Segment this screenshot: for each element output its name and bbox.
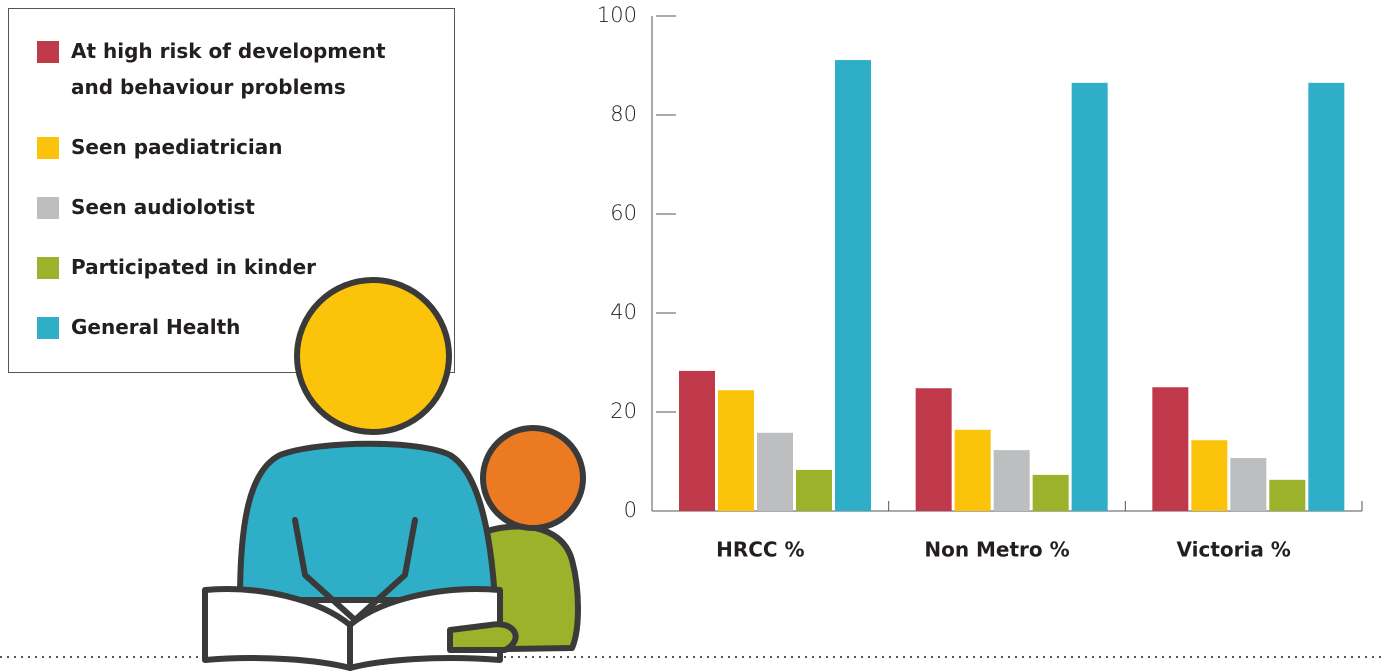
legend-swatch <box>37 41 59 63</box>
legend-label: At high risk of development and behaviou… <box>71 39 386 99</box>
bar <box>993 450 1030 511</box>
x-tick-label: HRCC % <box>716 538 805 562</box>
legend-item: At high risk of development and behaviou… <box>37 39 431 105</box>
legend-item: Seen audiolotist <box>37 195 431 225</box>
legend-swatch <box>37 197 59 219</box>
bar <box>796 469 832 511</box>
bar <box>1191 440 1228 511</box>
y-tick-label: 80 <box>610 102 637 126</box>
bar <box>1152 387 1189 511</box>
bar <box>1230 458 1267 511</box>
y-tick-label: 60 <box>610 201 637 225</box>
legend-swatch <box>37 137 59 159</box>
bar <box>757 432 793 511</box>
legend-label: Seen audiolotist <box>71 195 255 219</box>
legend-item: General Health <box>37 315 431 345</box>
legend-label: General Health <box>71 315 241 339</box>
y-tick-label: 20 <box>610 399 637 423</box>
legend-item: Participated in kinder <box>37 255 431 285</box>
legend-label: Seen paediatrician <box>71 135 283 159</box>
bar <box>679 370 715 511</box>
bar <box>1071 82 1108 511</box>
bar <box>1032 474 1069 511</box>
y-tick-label: 100 <box>597 3 637 27</box>
legend-swatch <box>37 317 59 339</box>
bar <box>1308 82 1345 511</box>
x-tick-label: Non Metro % <box>924 538 1069 562</box>
bar <box>954 429 991 511</box>
legend: At high risk of development and behaviou… <box>8 8 455 373</box>
legend-item: Seen paediatrician <box>37 135 431 165</box>
bar <box>915 388 952 511</box>
bar <box>718 390 754 511</box>
y-tick-label: 40 <box>610 300 637 324</box>
bar <box>835 60 871 512</box>
y-tick-label: 0 <box>624 498 637 522</box>
x-tick-label: Victoria % <box>1176 538 1290 562</box>
bar <box>1269 479 1306 511</box>
legend-swatch <box>37 257 59 279</box>
legend-label: Participated in kinder <box>71 255 317 279</box>
